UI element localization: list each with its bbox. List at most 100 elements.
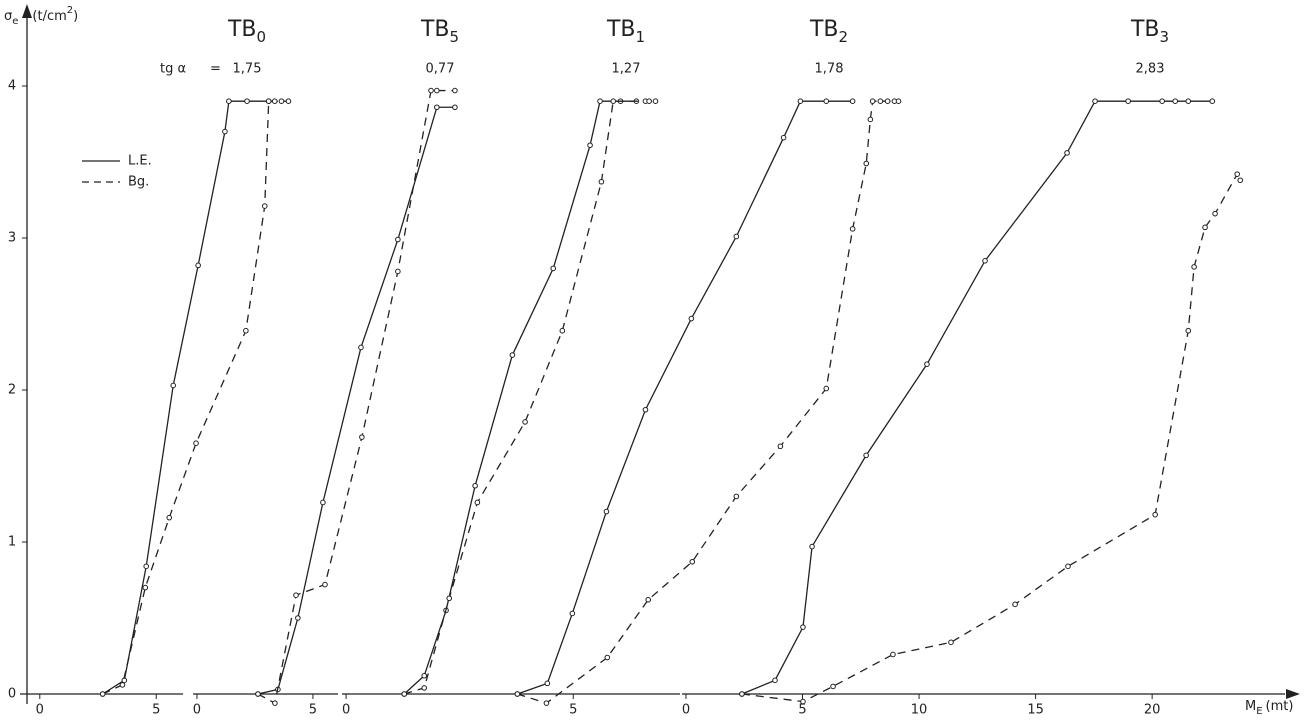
y-unit-sup: 2 (67, 5, 73, 16)
panel-title: TB0 (227, 17, 266, 46)
data-point (244, 98, 250, 104)
data-point (543, 700, 550, 706)
series-line (741, 100, 1213, 695)
data-point (1234, 171, 1241, 177)
data-point (1237, 177, 1244, 184)
y-tick-label: 2 (8, 383, 16, 398)
data-point (830, 683, 836, 690)
y-label-sub: e (12, 16, 18, 27)
data-point (514, 691, 521, 697)
data-point (271, 98, 278, 104)
x-tick-label: 0 (682, 703, 690, 718)
tg-value: 1,78 (815, 62, 844, 77)
data-point (877, 98, 884, 104)
data-point (982, 258, 988, 264)
y-unit-end: ) (73, 9, 78, 24)
data-point (1012, 601, 1018, 608)
series-line (741, 172, 1241, 703)
data-point (509, 352, 516, 358)
data-point (446, 595, 453, 602)
y-tick-label: 0 (8, 687, 16, 702)
data-point (849, 226, 856, 232)
data-point (733, 493, 740, 500)
y-axis-label: σe (t/cm2) (4, 5, 78, 27)
data-point (688, 315, 695, 322)
data-point (739, 691, 745, 697)
x-tick-label: 5 (798, 703, 806, 718)
data-point (587, 142, 593, 149)
data-point (255, 691, 261, 697)
data-point (869, 98, 876, 104)
data-point (895, 98, 902, 104)
data-point (272, 700, 278, 706)
data-point (295, 615, 301, 621)
data-point (1185, 327, 1192, 334)
series-line (403, 100, 637, 695)
y-axis-arrow (22, 4, 32, 18)
data-point (1159, 98, 1165, 104)
data-point (652, 98, 659, 104)
data-point (780, 134, 787, 141)
data-point (285, 98, 292, 104)
data-point (320, 499, 326, 506)
panel-title: TB3 (1130, 17, 1169, 46)
legend-label: Bg. (128, 175, 149, 190)
series-line (257, 106, 455, 695)
x-tick-label: 5 (309, 703, 317, 718)
data-point (99, 691, 106, 697)
series-line (404, 100, 656, 695)
y-tick-label: 1 (8, 535, 16, 550)
data-point (193, 440, 199, 447)
data-point (265, 98, 272, 104)
panel-title-base: TB (606, 17, 636, 42)
data-point (143, 563, 150, 570)
data-point (119, 682, 126, 688)
data-point (823, 98, 830, 104)
data-point (195, 262, 201, 269)
data-point (1185, 98, 1192, 104)
data-point (1191, 264, 1197, 270)
data-point (800, 624, 806, 630)
panel-title-sub: 1 (635, 28, 645, 46)
data-point (434, 87, 440, 94)
data-point (278, 98, 285, 104)
data-point (797, 98, 804, 104)
tg-value: 1,27 (612, 62, 641, 77)
data-point (166, 514, 173, 521)
x-tick-label: 15 (1027, 703, 1044, 718)
x-tick-label: 0 (36, 703, 44, 718)
x-tick-label: 20 (1144, 703, 1161, 718)
data-point (358, 344, 364, 351)
panel-title-sub: 3 (1159, 28, 1169, 46)
data-point (642, 406, 649, 413)
x-tick-label: 0 (193, 703, 201, 718)
tg-equals: = (210, 62, 221, 77)
data-point (863, 160, 870, 167)
data-point (610, 98, 617, 104)
data-point (401, 691, 408, 697)
panel-title-sub: 2 (838, 28, 848, 46)
tg-value: 1,75 (233, 62, 262, 77)
data-point (772, 677, 778, 684)
data-point (544, 680, 551, 687)
data-point (809, 543, 815, 550)
data-point (395, 236, 401, 243)
data-point (598, 178, 605, 185)
x-tick-label: 5 (569, 703, 577, 718)
data-point (170, 382, 177, 389)
x-axis-label: ME (mt) (1245, 699, 1293, 718)
data-point (849, 98, 856, 104)
panel-title-base: TB (1130, 17, 1160, 42)
data-point (522, 419, 528, 425)
data-point (924, 361, 930, 367)
data-point (1064, 150, 1070, 156)
data-point (243, 327, 249, 334)
x-tick-label: 10 (911, 703, 928, 718)
data-point (777, 443, 784, 450)
series-line (102, 100, 289, 695)
data-point (293, 592, 299, 599)
data-point (550, 265, 557, 272)
series-line (517, 100, 853, 695)
data-point (1172, 98, 1179, 104)
data-point (863, 452, 869, 459)
